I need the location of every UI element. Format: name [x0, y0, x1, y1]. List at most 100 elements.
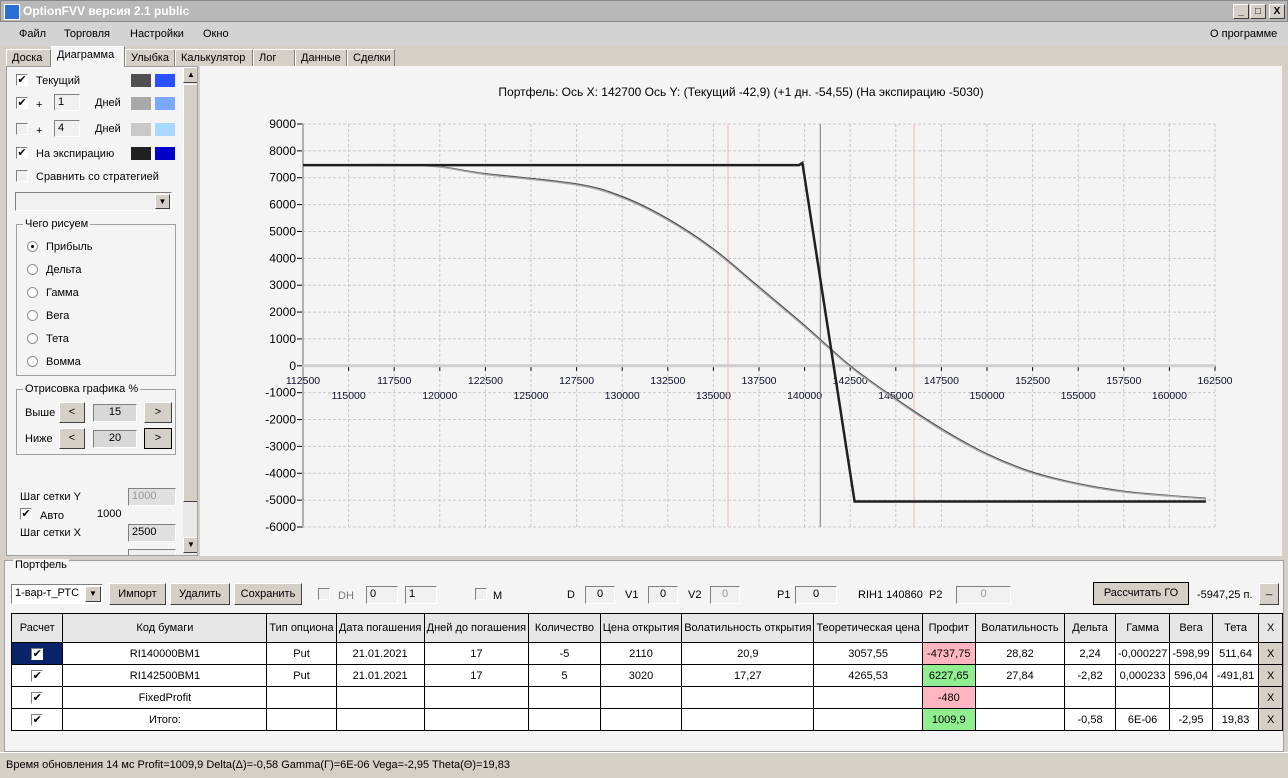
delete-row-button[interactable]: X	[1258, 664, 1283, 687]
below-increase-button[interactable]: >	[144, 428, 172, 449]
column-header[interactable]: Тета	[1211, 613, 1260, 643]
column-header[interactable]: Код бумаги	[62, 613, 268, 643]
calc-checkbox[interactable]: ✔	[31, 647, 44, 660]
tab-board[interactable]: Доска	[6, 49, 51, 66]
save-button[interactable]: Сохранить	[234, 583, 302, 605]
above-decrease-button[interactable]: <	[59, 402, 85, 423]
column-header[interactable]: Профит	[921, 613, 976, 643]
table-row[interactable]: ✔ Итого: 1009,9 -0,58 6E-06 -2,95 19,83 X	[10, 708, 1283, 731]
grid-x-input[interactable]: 2500	[128, 524, 176, 542]
menu-settings[interactable]: Настройки	[130, 28, 184, 40]
column-header[interactable]: Волатильность	[974, 613, 1066, 643]
menu-window[interactable]: Окно	[203, 28, 229, 40]
radio-vega[interactable]	[27, 310, 38, 321]
tab-log[interactable]: Лог	[253, 49, 295, 66]
p1-input[interactable]: 0	[795, 586, 837, 604]
collapse-button[interactable]: _	[1259, 583, 1279, 605]
m-checkbox[interactable]	[475, 588, 487, 600]
tab-diagram[interactable]: Диаграмма	[51, 46, 125, 67]
auto-checkbox[interactable]: ✔	[20, 508, 32, 520]
plus4-color-swatch[interactable]	[131, 123, 151, 136]
below-decrease-button[interactable]: <	[59, 428, 85, 449]
preset-select[interactable]: 1-вар-т_РТС	[11, 584, 103, 604]
column-header[interactable]: Дельта	[1064, 613, 1116, 643]
d-input[interactable]: 0	[585, 586, 615, 604]
spin1-input[interactable]: 0	[366, 586, 398, 604]
dh-checkbox[interactable]	[318, 588, 330, 600]
radio-delta[interactable]	[27, 264, 38, 275]
delete-row-button[interactable]: X	[1258, 686, 1283, 709]
above-increase-button[interactable]: >	[144, 402, 172, 423]
menu-file[interactable]: Файл	[19, 28, 47, 40]
chevron-down-icon[interactable]: ▼	[85, 586, 101, 602]
column-header[interactable]: Тип опциона	[266, 613, 337, 643]
tab-calculator[interactable]: Калькулятор	[175, 49, 253, 66]
tab-data[interactable]: Данные	[295, 49, 347, 66]
plus4-checkbox[interactable]	[16, 123, 28, 135]
column-header[interactable]: Вега	[1169, 613, 1213, 643]
grid-y-input[interactable]: 1000	[128, 488, 176, 506]
radio-gamma[interactable]	[27, 287, 38, 298]
plus4-alt-color-swatch[interactable]	[155, 123, 175, 136]
tab-deals[interactable]: Сделки	[347, 49, 395, 66]
above-value[interactable]: 15	[93, 404, 137, 422]
chevron-down-icon[interactable]: ▼	[155, 194, 170, 209]
radio-theta[interactable]	[27, 333, 38, 344]
column-header[interactable]: Цена открытия	[599, 613, 683, 643]
hidden-input[interactable]	[128, 549, 176, 555]
table-row[interactable]: ✔ RI142500BM1 Put 21.01.2021 17 5 3020 17,27 426…	[10, 664, 1283, 687]
calc-go-button[interactable]: Рассчитать ГО	[1093, 582, 1189, 605]
p2-input[interactable]: 0	[956, 586, 1011, 604]
close-button[interactable]: X	[1269, 4, 1285, 19]
calc-checkbox[interactable]: ✔	[31, 713, 44, 726]
column-header[interactable]: Количество	[528, 613, 601, 643]
column-header[interactable]: Гамма	[1114, 613, 1171, 643]
scroll-down-icon[interactable]: ▼	[183, 537, 197, 553]
column-header[interactable]: Дней до погашения	[423, 613, 530, 643]
plus1-checkbox[interactable]: ✔	[16, 97, 28, 109]
expiration-color-swatch[interactable]	[131, 147, 151, 160]
plus1-days-input[interactable]: 1	[54, 94, 80, 111]
calc-cell[interactable]: ✔	[10, 642, 64, 665]
table-row[interactable]: ✔ FixedProfit -480 X	[10, 686, 1283, 709]
radio-vomma[interactable]	[27, 356, 38, 367]
menu-trading[interactable]: Торговля	[64, 28, 110, 40]
scroll-up-icon[interactable]: ▲	[183, 67, 197, 83]
calc-checkbox[interactable]: ✔	[31, 669, 44, 682]
delete-row-button[interactable]: X	[1258, 642, 1283, 665]
plus4-days-input[interactable]: 4	[54, 120, 80, 137]
minimize-button[interactable]: _	[1233, 4, 1249, 19]
expiration-checkbox[interactable]: ✔	[16, 147, 28, 159]
column-header[interactable]: Теоретическая цена	[813, 613, 923, 643]
delete-row-button[interactable]: X	[1258, 708, 1283, 731]
import-button[interactable]: Импорт	[109, 583, 166, 605]
expiration-alt-color-swatch[interactable]	[155, 147, 175, 160]
v1-input[interactable]: 0	[648, 586, 678, 604]
delete-button[interactable]: Удалить	[170, 583, 230, 605]
scroll-thumb[interactable]	[183, 84, 197, 502]
spin2-input[interactable]: 1	[405, 586, 437, 604]
column-header[interactable]: Волатильность открытия	[681, 613, 815, 643]
calc-cell[interactable]: ✔	[10, 686, 64, 709]
table-row[interactable]: ✔ RI140000BM1 Put 21.01.2021 17 -5 2110 20,9 305…	[10, 642, 1283, 665]
current-alt-color-swatch[interactable]	[155, 74, 175, 87]
calc-cell[interactable]: ✔	[10, 664, 64, 687]
vertical-scrollbar[interactable]: ▲ ▼	[183, 67, 197, 555]
maximize-button[interactable]: □	[1250, 4, 1266, 19]
column-header[interactable]: Дата погашения	[335, 613, 425, 643]
column-header[interactable]: Расчет	[10, 613, 64, 643]
below-value[interactable]: 20	[93, 430, 137, 448]
current-color-swatch[interactable]	[131, 74, 151, 87]
column-header[interactable]: X	[1258, 613, 1283, 643]
tab-smile[interactable]: Улыбка	[125, 49, 175, 66]
plus1-alt-color-swatch[interactable]	[155, 97, 175, 110]
compare-checkbox[interactable]	[16, 170, 28, 182]
plus1-color-swatch[interactable]	[131, 97, 151, 110]
calc-checkbox[interactable]: ✔	[31, 691, 44, 704]
calc-cell[interactable]: ✔	[10, 708, 64, 731]
menu-about[interactable]: О программе	[1210, 28, 1278, 40]
v2-input[interactable]: 0	[710, 586, 740, 604]
current-checkbox[interactable]: ✔	[16, 74, 28, 86]
radio-profit[interactable]	[27, 241, 38, 252]
profit-chart[interactable]: 9000 8000 7000 6000 5000 4000 3000 2000 1000 0 -10…	[200, 66, 1282, 556]
